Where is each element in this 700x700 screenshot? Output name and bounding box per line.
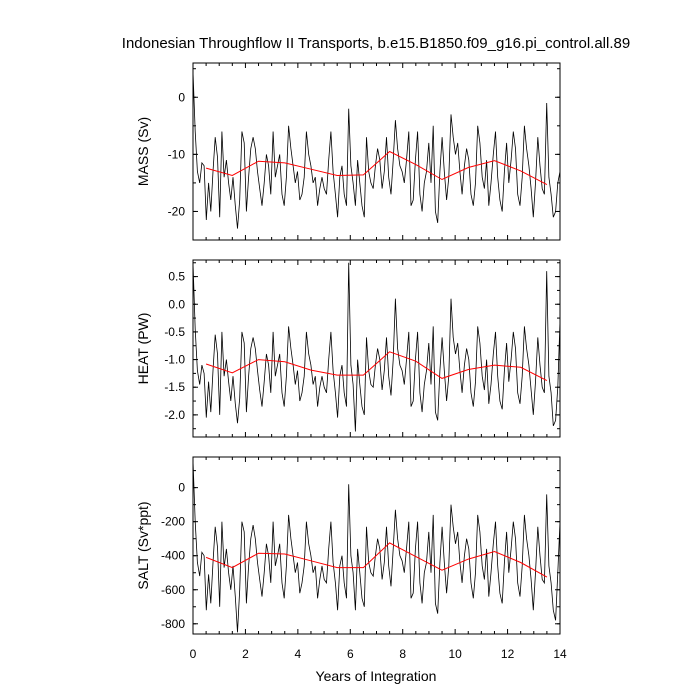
y-tick-label: -1.0	[164, 353, 185, 367]
mass-annual-mean-line	[205, 150, 548, 186]
y-tick-label: -10	[168, 147, 186, 161]
y-tick-label: -800	[161, 617, 185, 631]
panels-layer: 0 -10 -20 MASS (Sv) 0.5 0.0 -0.5 -1.0 -1.5 -2.0 HE…	[135, 62, 567, 661]
y-axis-label-heat: HEAT (PW)	[135, 313, 151, 385]
panel-heat: 0.5 0.0 -0.5 -1.0 -1.5 -2.0 HEAT (PW)	[135, 259, 561, 438]
y-tick-label: -200	[161, 515, 185, 529]
y-axis-label-mass: MASS (Sv)	[135, 117, 151, 186]
x-tick-label: 12	[501, 647, 515, 661]
x-tick-label: 14	[553, 647, 567, 661]
y-tick-label: -1.5	[164, 380, 185, 394]
heat-monthly-line	[193, 262, 560, 432]
heat-annual-mean-line	[205, 351, 548, 382]
x-tick-label: 4	[295, 647, 302, 661]
panel-mass: 0 -10 -20 MASS (Sv)	[135, 62, 561, 241]
y-tick-label: -2.0	[164, 408, 185, 422]
panel-frame-mass	[192, 62, 561, 241]
y-tick-label: -0.5	[164, 325, 185, 339]
y-tick-label: -400	[161, 549, 185, 563]
y-axis-label-salt: SALT (Sv*ppt)	[135, 501, 151, 589]
chart-title: Indonesian Throughflow II Transports, b.…	[122, 35, 630, 52]
x-axis-label: Years of Integration	[316, 668, 437, 684]
y-tick-label: 0.5	[168, 270, 185, 284]
panel-salt: 0 -200 -400 -600 -800 SALT (Sv*ppt)	[135, 456, 561, 635]
mass-monthly-line	[193, 71, 560, 229]
y-tick-label: 0	[178, 481, 185, 495]
y-tick-label: 0	[178, 90, 185, 104]
y-tick-label: 0.0	[168, 297, 185, 311]
salt-monthly-line	[193, 460, 560, 633]
salt-annual-mean-line	[205, 542, 548, 578]
y-tick-label: -600	[161, 583, 185, 597]
x-tick-label: 10	[448, 647, 462, 661]
x-tick-label: 6	[347, 647, 354, 661]
y-tick-label: -20	[168, 204, 186, 218]
x-tick-label: 0	[190, 647, 197, 661]
x-tick-label: 8	[399, 647, 406, 661]
panel-frame-heat	[192, 259, 561, 438]
x-tick-label: 2	[242, 647, 249, 661]
